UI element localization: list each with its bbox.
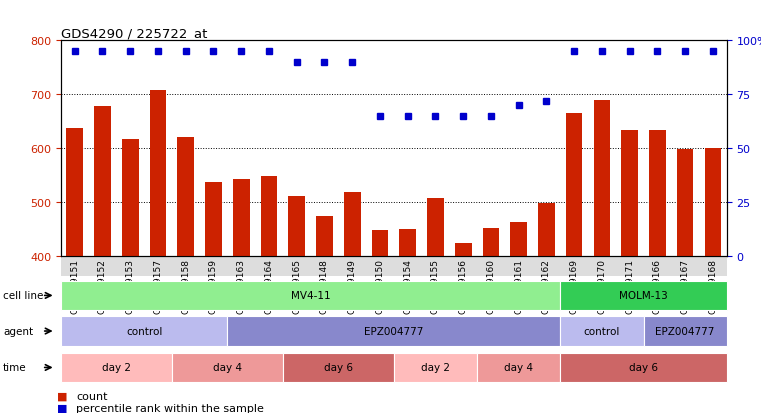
- Text: control: control: [126, 326, 162, 336]
- Bar: [66, 128, 83, 413]
- Text: EPZ004777: EPZ004777: [655, 326, 715, 336]
- Bar: [177, 138, 194, 413]
- Bar: [594, 100, 610, 413]
- Text: day 4: day 4: [213, 363, 242, 373]
- Bar: [344, 192, 361, 413]
- Bar: [677, 150, 693, 413]
- Text: day 6: day 6: [629, 363, 658, 373]
- Bar: [371, 231, 388, 413]
- Bar: [150, 91, 167, 413]
- Bar: [621, 131, 638, 413]
- Text: time: time: [3, 363, 27, 373]
- Bar: [427, 199, 444, 413]
- Bar: [122, 140, 139, 413]
- Text: count: count: [76, 391, 107, 401]
- Bar: [511, 222, 527, 413]
- Text: day 4: day 4: [505, 363, 533, 373]
- Text: day 2: day 2: [102, 363, 131, 373]
- Bar: [455, 244, 472, 413]
- Bar: [538, 204, 555, 413]
- Bar: [316, 217, 333, 413]
- Text: EPZ004777: EPZ004777: [364, 326, 424, 336]
- Bar: [205, 183, 221, 413]
- Bar: [482, 229, 499, 413]
- Text: day 2: day 2: [421, 363, 450, 373]
- Bar: [566, 114, 582, 413]
- Text: GDS4290 / 225722_at: GDS4290 / 225722_at: [61, 27, 207, 40]
- Text: MOLM-13: MOLM-13: [619, 291, 668, 301]
- Text: MV4-11: MV4-11: [291, 291, 330, 301]
- Text: cell line: cell line: [3, 291, 43, 301]
- Bar: [288, 197, 305, 413]
- Bar: [233, 179, 250, 413]
- Bar: [649, 131, 666, 413]
- Bar: [705, 149, 721, 413]
- Text: percentile rank within the sample: percentile rank within the sample: [76, 403, 264, 413]
- Bar: [260, 177, 277, 413]
- Text: ■: ■: [57, 391, 68, 401]
- Bar: [94, 107, 111, 413]
- Text: agent: agent: [3, 326, 33, 336]
- Text: control: control: [584, 326, 620, 336]
- Bar: [400, 230, 416, 413]
- Text: ■: ■: [57, 403, 68, 413]
- Text: day 6: day 6: [324, 363, 353, 373]
